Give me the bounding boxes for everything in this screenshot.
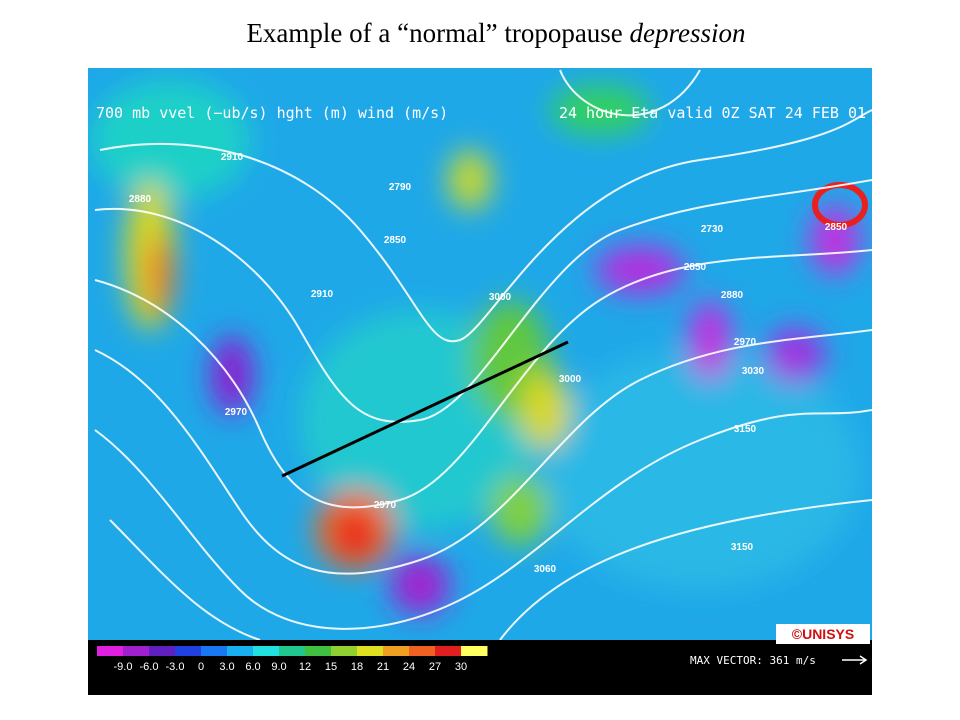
- contour-label: 2880: [721, 290, 744, 301]
- credit: ©UNISYS: [792, 626, 854, 642]
- title-emphasis: depression: [630, 18, 746, 48]
- title-text: Example of a “normal” tropopause: [246, 18, 629, 48]
- colorbar-label: 9.0: [271, 661, 286, 673]
- colorbar-cell: [227, 646, 254, 656]
- colorbar-label: 3.0: [219, 661, 234, 673]
- colorbar-label: 12: [299, 661, 311, 673]
- contour-labels: 2910 2790 2880 2850 2910 3000 2970 2970 3000 3060…: [129, 152, 848, 575]
- colorbar-cell: [123, 646, 150, 656]
- colorbar-label: 27: [429, 661, 441, 673]
- colorbar-cell: [461, 646, 488, 656]
- colorbar-label: 0: [198, 661, 204, 673]
- colorbar-cell: [409, 646, 436, 656]
- colorbar-label: 18: [351, 661, 363, 673]
- colorbar-cell: [175, 646, 202, 656]
- vector-arrow-head: [859, 655, 868, 665]
- colorbar-label: -9.0: [114, 661, 133, 673]
- colorbar-cell: [201, 646, 228, 656]
- contour-label: 2850: [825, 222, 848, 233]
- contour-label: 3150: [734, 424, 757, 435]
- contour-label: 2910: [221, 152, 244, 163]
- colorbar-cell: [149, 646, 176, 656]
- colorbar-label: 21: [377, 661, 389, 673]
- colorbar-label: 24: [403, 661, 415, 673]
- contours: [94, 69, 872, 640]
- colorbar-cell: [253, 646, 280, 656]
- map-field: 2910 2790 2880 2850 2910 3000 2970 2970 3000 3060…: [88, 68, 872, 640]
- colorbar: -9.0 -6.0 -3.0 0 3.0 6.0 9.0 12 15 18 21 24 27 30: [97, 646, 488, 673]
- contour-label: 2730: [701, 224, 724, 235]
- colorbar-label: -6.0: [140, 661, 159, 673]
- contour-label: 2850: [384, 235, 407, 246]
- field-blobs: [90, 80, 860, 615]
- contour-label: 3030: [742, 366, 765, 377]
- colorbar-cell: [357, 646, 384, 656]
- colorbar-cell: [435, 646, 462, 656]
- contour-label: 3150: [731, 542, 754, 553]
- contour-label: 3060: [534, 564, 557, 575]
- contour-label: 3000: [489, 292, 512, 303]
- colorbar-cell: [279, 646, 306, 656]
- contour-label: 2850: [684, 262, 707, 273]
- contour-label: 3000: [559, 374, 582, 385]
- colorbar-label: 15: [325, 661, 337, 673]
- map-header-right: 24 hour Eta valid 0Z SAT 24 FEB 01: [559, 104, 866, 122]
- contour-label: 2910: [311, 289, 334, 300]
- contour-label: 2970: [734, 337, 757, 348]
- colorbar-label: 6.0: [245, 661, 260, 673]
- slide-title: Example of a “normal” tropopause depress…: [246, 18, 745, 48]
- map-header-left: 700 mb vvel (−ub/s) hght (m) wind (m/s): [96, 104, 448, 122]
- contour-label: 2790: [389, 182, 412, 193]
- contour-label: 2880: [129, 194, 152, 205]
- colorbar-cell: [383, 646, 410, 656]
- colorbar-cell: [305, 646, 332, 656]
- max-vector: MAX VECTOR: 361 m/s: [690, 654, 816, 667]
- credit-box: [776, 624, 870, 644]
- contour-label: 2970: [374, 500, 397, 511]
- contour-label: 2970: [225, 407, 248, 418]
- colorbar-cell: [331, 646, 358, 656]
- colorbar-label: 30: [455, 661, 467, 673]
- depression-line: [281, 340, 569, 478]
- colorbar-label: -3.0: [166, 661, 185, 673]
- colorbar-cell: [97, 646, 124, 656]
